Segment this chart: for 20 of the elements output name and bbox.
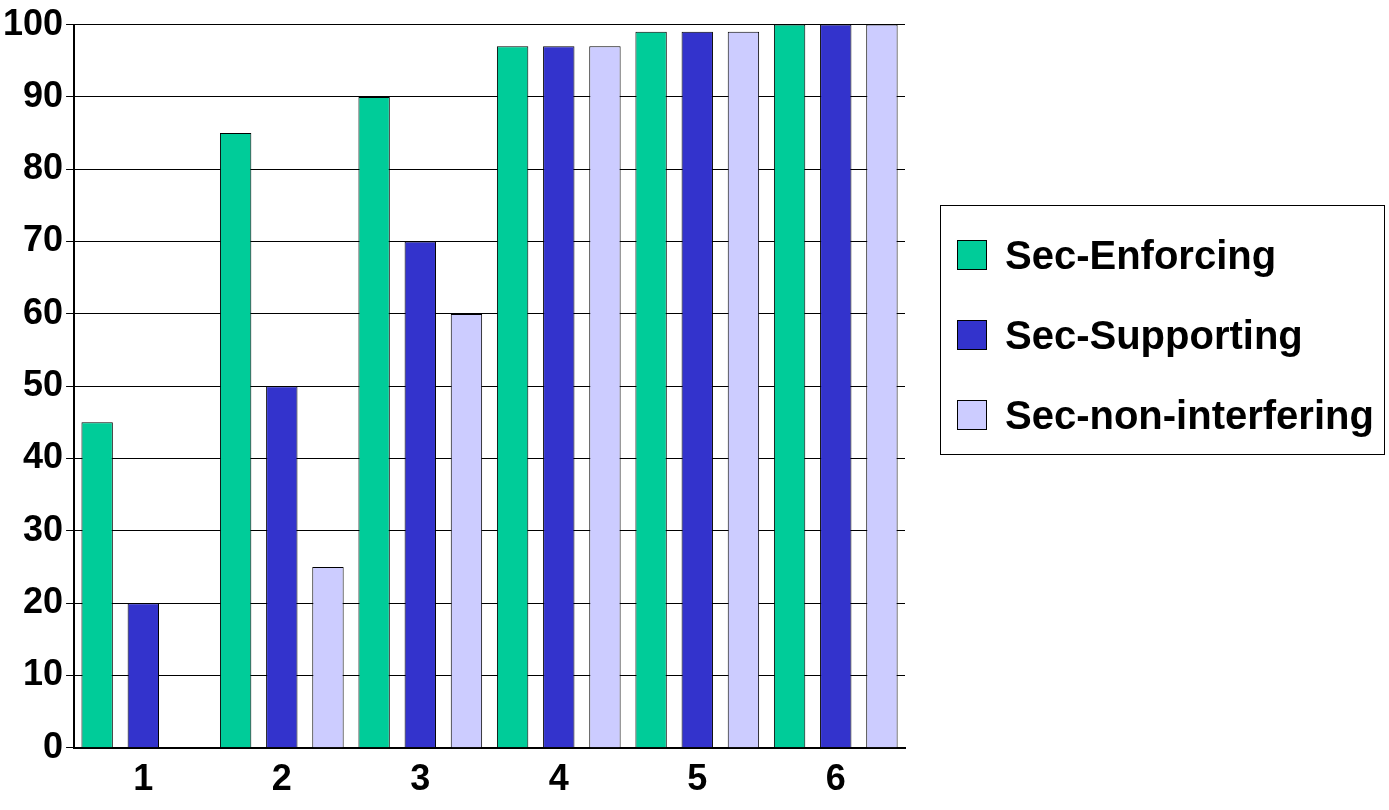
y-tick-label: 50 — [23, 363, 64, 405]
x-tick-label: 6 — [825, 757, 846, 799]
y-tick-label: 90 — [23, 73, 64, 115]
y-tick-label: 30 — [23, 507, 64, 549]
y-tick-label: 60 — [23, 290, 64, 332]
legend-label: Sec-non-interfering — [1005, 392, 1375, 438]
y-tick-label: 100 — [2, 1, 64, 43]
x-tick-label: 4 — [548, 757, 569, 799]
x-tick-label: 2 — [271, 757, 292, 799]
y-tick-label: 20 — [23, 580, 64, 622]
x-tick-label: 1 — [133, 757, 154, 799]
legend-label: Sec-Enforcing — [1005, 232, 1278, 278]
y-tick-label: 0 — [43, 724, 64, 766]
legend-label: Sec-Supporting — [1005, 312, 1304, 358]
x-tick-label: 5 — [687, 757, 708, 799]
y-tick-label: 70 — [23, 218, 64, 260]
y-tick-label: 10 — [23, 652, 64, 694]
x-tick-label: 3 — [410, 757, 431, 799]
y-tick-label: 80 — [23, 146, 64, 188]
y-tick-label: 40 — [23, 435, 64, 477]
